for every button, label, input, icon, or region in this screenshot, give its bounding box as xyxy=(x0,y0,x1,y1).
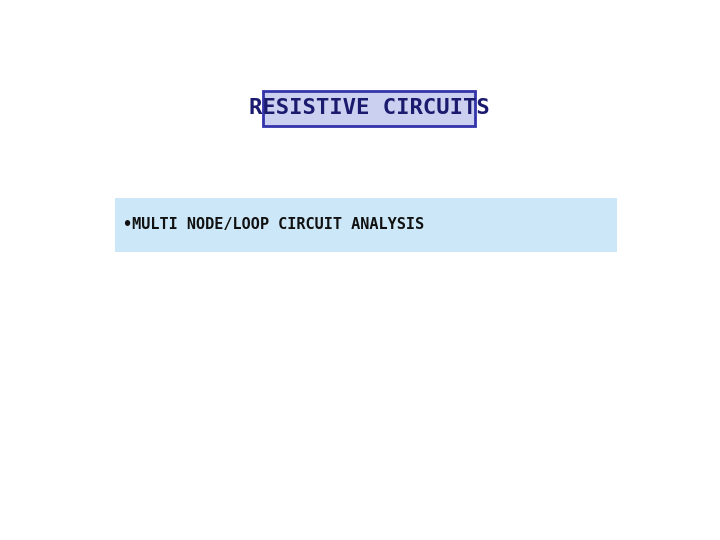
FancyBboxPatch shape xyxy=(115,198,617,252)
Text: RESISTIVE CIRCUITS: RESISTIVE CIRCUITS xyxy=(248,98,490,118)
FancyBboxPatch shape xyxy=(263,91,475,126)
Text: •MULTI NODE/LOOP CIRCUIT ANALYSIS: •MULTI NODE/LOOP CIRCUIT ANALYSIS xyxy=(124,218,425,232)
